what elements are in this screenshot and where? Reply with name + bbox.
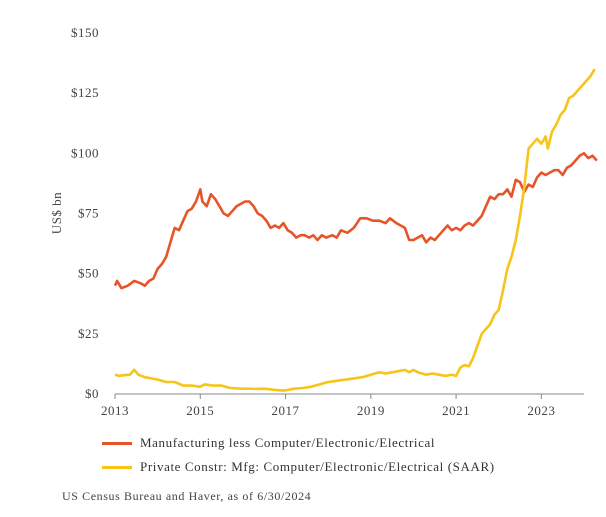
legend: Manufacturing less Computer/Electronic/E… [102,431,495,479]
x-tick-label: 2023 [527,403,555,418]
y-tick-label: $50 [78,266,99,281]
x-tick-label: 2017 [272,403,300,418]
x-tick-label: 2019 [357,403,385,418]
y-tick-label: $150 [71,25,99,40]
y-tick-label: $125 [71,85,99,100]
legend-swatch-manufacturing [102,441,132,445]
legend-item-private-constr: Private Constr: Mfg: Computer/Electronic… [102,455,495,479]
legend-label-manufacturing: Manufacturing less Computer/Electronic/E… [140,435,436,450]
x-axis-ticks: 2013 2015 2017 2019 2021 2023 [101,394,555,418]
series-line-private-constr [114,68,596,392]
y-axis-ticks: $0 $25 $50 $75 $100 $125 $150 [71,25,99,401]
x-tick-label: 2021 [442,403,470,418]
y-axis-label: US$ bn [49,192,64,234]
legend-swatch-private-constr [102,465,132,469]
x-tick-label: 2015 [186,403,214,418]
legend-label-private-constr: Private Constr: Mfg: Computer/Electronic… [140,459,495,474]
y-tick-label: $100 [71,145,99,160]
y-tick-label: $75 [78,206,99,221]
y-tick-label: $0 [85,386,99,401]
series-line-manufacturing [113,152,598,290]
series-lines [113,68,598,392]
legend-item-manufacturing: Manufacturing less Computer/Electronic/E… [102,431,495,455]
y-tick-label: $25 [78,326,99,341]
x-tick-label: 2013 [101,403,129,418]
line-chart: $0 $25 $50 $75 $100 $125 $150 2013 2015 2017 2019… [49,25,598,418]
source-note: US Census Bureau and Haver, as of 6/30/2… [62,489,312,503]
